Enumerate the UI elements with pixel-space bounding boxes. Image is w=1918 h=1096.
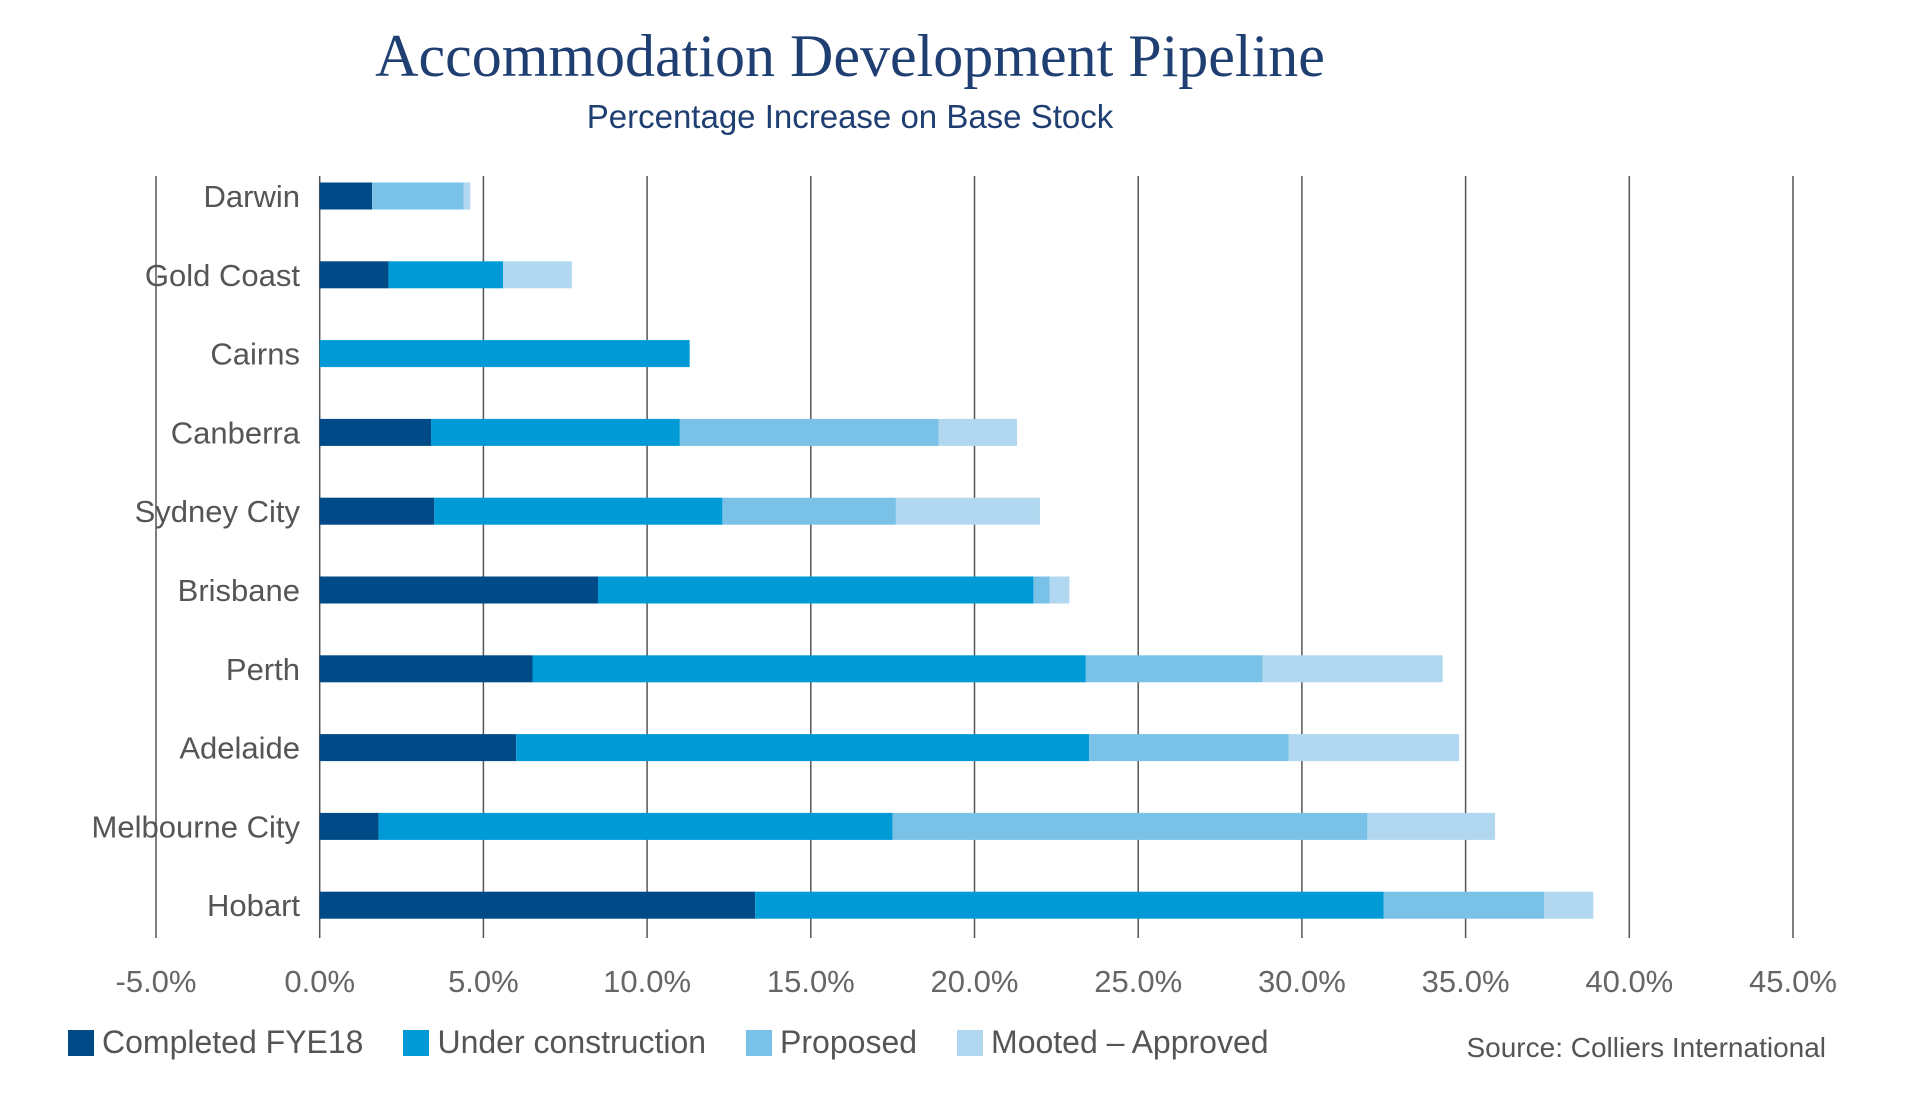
bar-segment (434, 497, 723, 525)
bar-segment (1049, 576, 1070, 604)
category-label: Cairns (210, 337, 300, 372)
x-tick-label: 35.0% (1422, 964, 1510, 999)
legend-swatch (746, 1029, 773, 1056)
legend-item: Completed FYE18 (68, 1024, 363, 1061)
x-tick-label: 0.0% (284, 964, 355, 999)
x-tick-label: 45.0% (1749, 964, 1837, 999)
bar-segment (319, 812, 379, 840)
legend-label: Mooted – Approved (991, 1024, 1269, 1060)
bar-segment (319, 418, 432, 446)
category-label: Darwin (204, 179, 300, 214)
x-tick-label: 10.0% (603, 964, 691, 999)
category-label: Hobart (207, 888, 300, 923)
x-tick-label: 40.0% (1585, 964, 1673, 999)
x-tick-label: -5.0% (116, 964, 197, 999)
category-label: Canberra (171, 415, 301, 450)
category-label: Brisbane (178, 573, 300, 608)
legend: Completed FYE18 Under construction Propose… (68, 1024, 1309, 1061)
chart-title: Accommodation Development Pipeline (375, 23, 1325, 89)
bar-segment (1089, 734, 1289, 762)
bar-segment (755, 891, 1384, 919)
bar-segment (938, 418, 1018, 446)
bar-segment (378, 812, 893, 840)
bar-segment (503, 261, 572, 289)
x-tick-label: 5.0% (448, 964, 519, 999)
source-note: Source: Colliers International (1466, 1032, 1826, 1063)
bar-segment (319, 734, 517, 762)
bar-segment (892, 812, 1368, 840)
x-tick-label: 25.0% (1094, 964, 1182, 999)
x-tick-labels: -5.0% 0.0% 5.0% 10.0% 15.0% 20.0% 25.0% 30.0% 35… (116, 964, 1837, 999)
bar-segment (1262, 655, 1443, 683)
category-label: Melbourne City (92, 809, 301, 844)
bar-segment (532, 655, 1086, 683)
bar-segment (1033, 576, 1050, 604)
bar-segment (1544, 891, 1594, 919)
x-tick-label: 15.0% (767, 964, 855, 999)
category-label: Adelaide (179, 731, 300, 766)
bar-segment (431, 418, 680, 446)
x-tick-label: 20.0% (931, 964, 1019, 999)
bar-segment (319, 182, 373, 210)
bar-segment (1085, 655, 1263, 683)
bar-segment (319, 340, 690, 368)
bar-segment (319, 576, 598, 604)
category-label: Perth (226, 652, 300, 687)
bar-segment (372, 182, 464, 210)
bar-segment (516, 734, 1090, 762)
category-label: Sydney City (135, 494, 301, 529)
bar-segment (597, 576, 1034, 604)
bar-segment (722, 497, 896, 525)
bar-segment (1288, 734, 1460, 762)
grid-lines (155, 176, 1794, 938)
legend-swatch (403, 1029, 430, 1056)
legend-label: Proposed (780, 1024, 918, 1060)
bar-segment (388, 261, 504, 289)
bar-segment (319, 891, 756, 919)
bar-segment (1383, 891, 1545, 919)
legend-item: Under construction (403, 1024, 706, 1061)
bar-segment (319, 261, 389, 289)
legend-item: Proposed (746, 1024, 917, 1061)
legend-swatch (957, 1029, 984, 1056)
bar-segment (319, 655, 533, 683)
legend-label: Under construction (437, 1024, 707, 1060)
bar-segment (895, 497, 1040, 525)
bar-segment (1367, 812, 1496, 840)
x-tick-label: 30.0% (1258, 964, 1346, 999)
bar-segment (319, 497, 435, 525)
category-labels: Darwin Gold Coast Cairns Canberra Sydney Cit… (92, 179, 301, 923)
bar-segment (679, 418, 939, 446)
bar-segment (463, 182, 471, 210)
bars (319, 182, 1594, 919)
legend-item: Mooted – Approved (957, 1024, 1269, 1061)
category-label: Gold Coast (145, 258, 300, 293)
legend-label: Completed FYE18 (102, 1024, 364, 1060)
legend-swatch (68, 1029, 94, 1056)
chart-subtitle: Percentage Increase on Base Stock (586, 98, 1114, 135)
